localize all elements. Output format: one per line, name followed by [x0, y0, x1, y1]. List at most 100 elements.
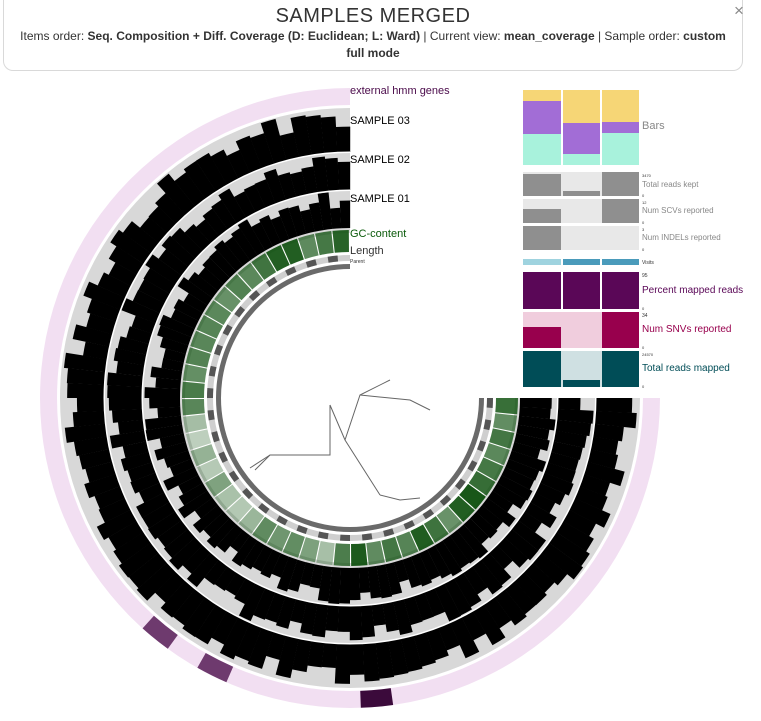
length-bar: [486, 398, 493, 408]
close-icon[interactable]: ×: [734, 1, 744, 20]
bars-cell-s1-purple: [523, 101, 561, 134]
sample-02-bar: [535, 482, 566, 506]
sample-01-bar: [154, 441, 189, 461]
sample-03-bar: [449, 617, 480, 659]
sample-03-bar: [72, 324, 113, 347]
sample-02-bar: [233, 191, 256, 218]
sample-03-bar: [235, 135, 263, 174]
bars-cell-s2-yellow: [563, 90, 600, 123]
sample-03-bar: [155, 192, 186, 225]
sample-03-bar: [108, 520, 144, 550]
sample-01-bar: [150, 366, 183, 381]
sample-03-bar: [108, 246, 144, 275]
length-bar: [234, 306, 246, 318]
sample-02-bar: [109, 430, 147, 449]
sample-02-bar: [557, 398, 581, 411]
percent-mapped-label: Percent mapped reads: [642, 285, 743, 296]
length-bar: [439, 494, 452, 506]
reads-kept-bar-s2: [563, 191, 600, 196]
gc-content-segment: [225, 496, 253, 523]
reads-mapped-min: 0: [642, 384, 645, 389]
sample-03-bar: [84, 473, 121, 499]
sample-03-bar: [122, 221, 159, 254]
snvs-bar-s3: [602, 312, 639, 348]
sample-02-bar: [312, 156, 329, 193]
sample-03-bar: [321, 642, 338, 669]
sample-03-bar: [172, 589, 206, 626]
sample-01-bar: [144, 387, 181, 398]
dendrogram: [249, 379, 431, 501]
parent-ring: [216, 264, 484, 532]
gc-content-segment: [197, 458, 224, 482]
gc-content-segment: [396, 531, 419, 558]
sample-03-bar: [183, 160, 217, 199]
gc-content-segment: [333, 543, 350, 566]
sample-01-bar: [224, 236, 251, 266]
sample-03-bar: [307, 640, 325, 668]
sample-03-bar: [437, 622, 460, 651]
sample-02-bar: [434, 583, 462, 622]
sample-01-bar: [170, 308, 199, 329]
gc-content-segment: [476, 457, 504, 481]
bars-cell-s3-yellow: [602, 90, 639, 122]
sample-01-bar: [178, 490, 213, 519]
sample-01-bar: [367, 565, 382, 599]
sample-03-bar: [562, 509, 597, 537]
indels-bar-s1: [523, 226, 561, 250]
sample-03-bar: [83, 341, 110, 360]
sample-02-bar: [130, 472, 160, 494]
sample-03-bar: [556, 521, 594, 552]
sample-02-bar: [117, 419, 145, 435]
sample-01-bar: [456, 524, 489, 559]
page-title: SAMPLES MERGED: [275, 5, 471, 27]
percent-mapped-s3: [602, 272, 639, 309]
sample-01-bar: [145, 424, 184, 442]
gc-content-segment: [190, 444, 217, 467]
gc-content-segment: [196, 315, 224, 339]
sample-03-bar: [157, 173, 196, 216]
bars-cell-s1-yellow: [523, 90, 561, 101]
items-order-value: Seq. Composition + Diff. Coverage (D: Eu…: [87, 29, 421, 43]
gc-content-segment: [183, 414, 208, 433]
bars-cell-s1-mint: [523, 134, 561, 165]
sample-01-bar: [209, 249, 237, 278]
sample-03-bar: [94, 485, 126, 510]
sample-02-bar: [556, 408, 594, 424]
sample-02-bar: [403, 595, 423, 626]
length-bar: [483, 419, 492, 431]
sample-01-bar: [173, 298, 203, 321]
sample-03-bar: [86, 313, 117, 335]
sample-03-bar: [569, 498, 611, 528]
indels-label: Num INDELs reported: [642, 233, 721, 242]
sample-01-bar: [300, 209, 315, 234]
sample-02-bar: [218, 188, 247, 224]
sample-01-bar: [427, 545, 452, 579]
sample-02-bar: [196, 219, 220, 244]
gc-content-segment: [214, 286, 241, 313]
sample-03-bar: [523, 562, 555, 593]
indels-max: 3: [642, 227, 645, 232]
snvs-label: Num SNVs reported: [642, 324, 731, 335]
gc-content-segment: [267, 524, 291, 552]
length-bar: [422, 508, 435, 520]
sample-01-bar: [487, 490, 514, 513]
sample-02-bar: [117, 336, 150, 355]
sample-01-bar: [276, 556, 298, 592]
sample-01-bar: [198, 267, 224, 292]
gc-content-segment: [214, 484, 242, 511]
sample-03-bar: [66, 368, 106, 386]
bars-cell-s2-purple: [563, 123, 600, 154]
visits-s1: [523, 259, 561, 265]
sample-03-bar: [211, 610, 239, 645]
gc-content-segment: [493, 413, 518, 432]
sample-02-bar: [238, 583, 266, 622]
sample-01-bar: [449, 530, 479, 564]
sample-03-bar: [349, 643, 365, 675]
gc-content-segment: [182, 399, 205, 416]
sample-02-bar: [113, 348, 147, 366]
sample-02-bar: [204, 559, 228, 586]
sample-02-bar: [480, 552, 512, 586]
sample-02-bar: [463, 566, 488, 595]
sample-02-bar: [511, 520, 547, 551]
current-view-prefix: | Current view:: [420, 29, 504, 43]
